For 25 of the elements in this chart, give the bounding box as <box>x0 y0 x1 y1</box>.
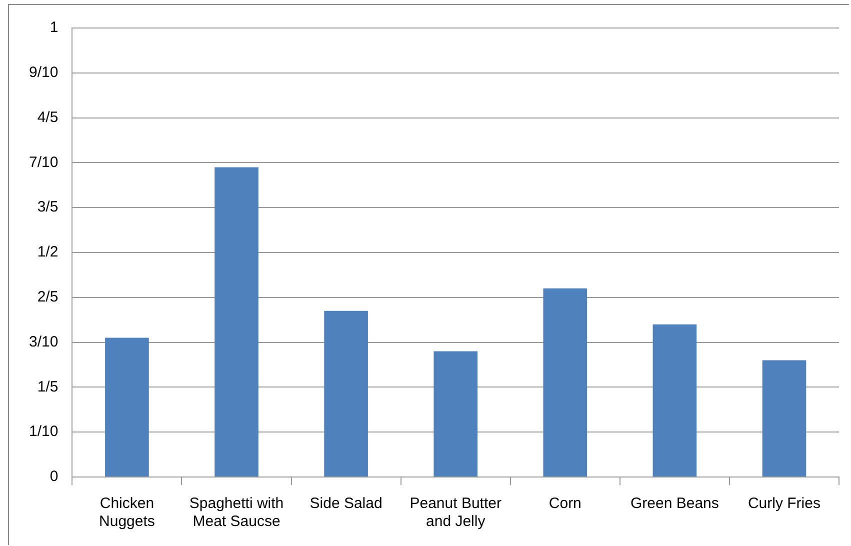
y-tick-label: 4/5 <box>37 108 58 126</box>
x-tick-label: Corn <box>548 495 582 512</box>
y-tick-label: 2/5 <box>37 288 58 306</box>
bar <box>434 351 478 476</box>
y-tick-label: 1/5 <box>37 378 58 396</box>
y-tick-label: 9/10 <box>28 64 58 82</box>
x-tick-label: Chicken Nuggets <box>99 495 155 530</box>
bar <box>214 167 258 476</box>
y-tick-label: 0 <box>50 468 58 486</box>
bar <box>762 360 806 476</box>
x-tick-label: Peanut Butter and Jelly <box>410 495 502 530</box>
y-tick-label: 1/10 <box>28 423 58 440</box>
y-tick-label: 1 <box>50 19 58 36</box>
x-tick-label: Side Salad <box>310 495 382 512</box>
y-tick-label: 3/5 <box>37 198 58 216</box>
bar <box>324 310 368 476</box>
bar <box>652 324 697 476</box>
x-tick-label: Curly Fries <box>748 495 820 512</box>
y-tick-label: 7/10 <box>28 154 58 171</box>
y-tick-label: 1/2 <box>37 244 58 261</box>
bar <box>543 288 588 476</box>
x-tick-label: Spaghetti with Meat Saucse <box>189 495 284 530</box>
y-tick-label: 3/10 <box>28 333 58 350</box>
x-tick-label: Green Beans <box>630 495 719 512</box>
bar <box>105 338 149 476</box>
